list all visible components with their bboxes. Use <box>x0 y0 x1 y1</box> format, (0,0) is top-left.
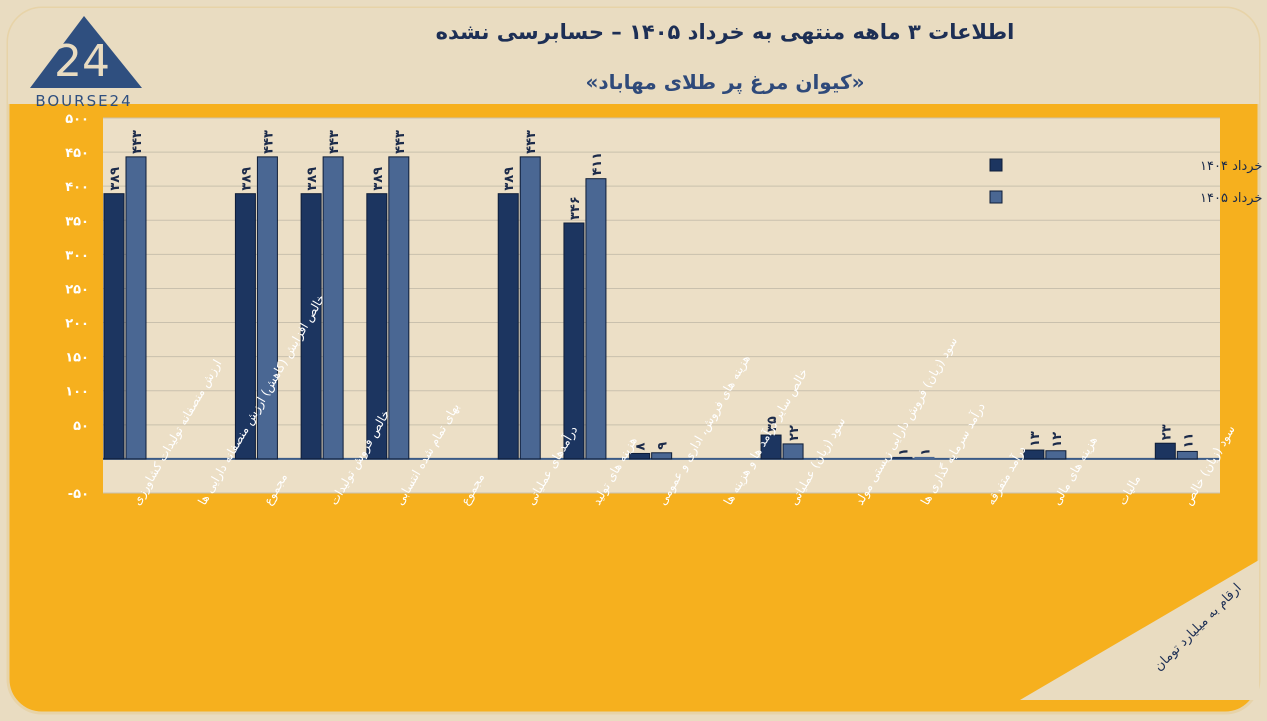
legend-swatch <box>989 158 1003 172</box>
data-label: ۴۴۳ <box>393 130 408 154</box>
data-label: ۴۴۳ <box>524 130 539 154</box>
bar <box>322 156 344 460</box>
y-tick-label: ۴۰۰ <box>65 180 89 195</box>
y-tick-label: ۳۵۰ <box>65 214 89 229</box>
bar <box>125 156 147 460</box>
bar <box>497 193 519 460</box>
chart-subtitle: «کیوان مرغ پر طلای مهاباد» <box>585 70 865 94</box>
bar <box>892 456 913 459</box>
bar <box>1045 450 1067 460</box>
legend-label: عملکرد منتهی به خرداد ۱۴۰۵ <box>1200 191 1267 206</box>
logo-mark: 24 <box>54 36 110 87</box>
gridlines <box>103 117 1220 494</box>
data-label: ۴۴۳ <box>327 130 342 154</box>
data-label: ۱ <box>918 448 933 456</box>
y-axis: -۵۰ ۵۰ ۱۰۰ ۱۵۰ ۲۰۰ ۲۵۰ ۳۰۰ ۳۵۰ ۴۰۰ ۴۵۰ ۵۰۰ <box>65 112 89 502</box>
bar <box>914 456 935 459</box>
y-tick-label: ۲۵۰ <box>65 282 89 297</box>
bar <box>651 452 673 460</box>
y-tick-label: ۴۵۰ <box>65 146 89 161</box>
legend: عملکرد منتهی به خرداد ۱۴۰۴ عملکرد منتهی ب… <box>989 158 1267 206</box>
y-tick-label: ۵۰ <box>73 419 89 434</box>
legend-swatch <box>989 190 1003 204</box>
bar <box>300 193 322 460</box>
bars: ۳۸۹ ۴۴۳ ۳۸۹ ۴۴۳ ۳۸۹ ۴۴۳ ۳۸۹ ۴۴۳ ۳۸۹ ۴۴۳ ۳۴۶ ۴۱۱ ۸ ۹ ۳۵… <box>103 130 1198 460</box>
bar <box>782 443 804 460</box>
data-label: ۲۲ <box>787 425 802 441</box>
data-label: ۳۸۹ <box>305 167 320 191</box>
legend-label: عملکرد منتهی به خرداد ۱۴۰۴ <box>1200 159 1267 174</box>
bar <box>234 193 256 460</box>
chart-title: اطلاعات ۳ ماهه منتهی به خرداد ۱۴۰۵ – حسا… <box>435 20 1015 44</box>
bar <box>388 156 410 460</box>
data-label: ۲۳ <box>1159 424 1174 440</box>
plot-area <box>103 118 1220 493</box>
bourse24-logo: 24 BOURSE24 <box>30 16 142 110</box>
bar <box>103 193 125 460</box>
bar <box>1154 442 1176 460</box>
data-label: ۱۱ <box>1181 433 1196 449</box>
y-tick-label: ۱۵۰ <box>65 351 89 366</box>
data-label: ۸ <box>634 442 649 450</box>
data-label: ۴۴۳ <box>130 130 145 154</box>
y-tick-label: ۵۰۰ <box>65 112 89 127</box>
data-label: ۴۴۳ <box>261 130 276 154</box>
data-label: ۴۱۱ <box>590 152 605 176</box>
bar <box>1176 450 1198 460</box>
y-tick-label: -۵۰ <box>68 487 89 502</box>
data-label: ۳۵ <box>765 416 780 432</box>
bar <box>519 156 541 460</box>
data-label: ۳۴۶ <box>568 196 583 220</box>
data-label: ۱ <box>896 448 911 456</box>
data-label: ۱۳ <box>1028 431 1043 447</box>
bar <box>1023 449 1045 460</box>
y-tick-label: ۳۰۰ <box>65 248 89 263</box>
bar <box>563 222 585 460</box>
logo-text: BOURSE24 <box>35 92 132 110</box>
data-label: ۳۸۹ <box>502 167 517 191</box>
data-label: ۱۲ <box>1050 432 1065 448</box>
data-label: ۳۸۹ <box>108 167 123 191</box>
bar <box>585 178 607 460</box>
bar <box>629 452 651 460</box>
data-label: ۹ <box>656 442 671 450</box>
data-label: ۳۸۹ <box>371 167 386 191</box>
y-tick-label: ۱۰۰ <box>65 385 89 400</box>
bar <box>760 434 782 460</box>
bar <box>256 156 278 460</box>
data-label: ۳۸۹ <box>239 167 254 191</box>
y-tick-label: ۲۰۰ <box>65 317 89 332</box>
bar <box>366 193 388 460</box>
